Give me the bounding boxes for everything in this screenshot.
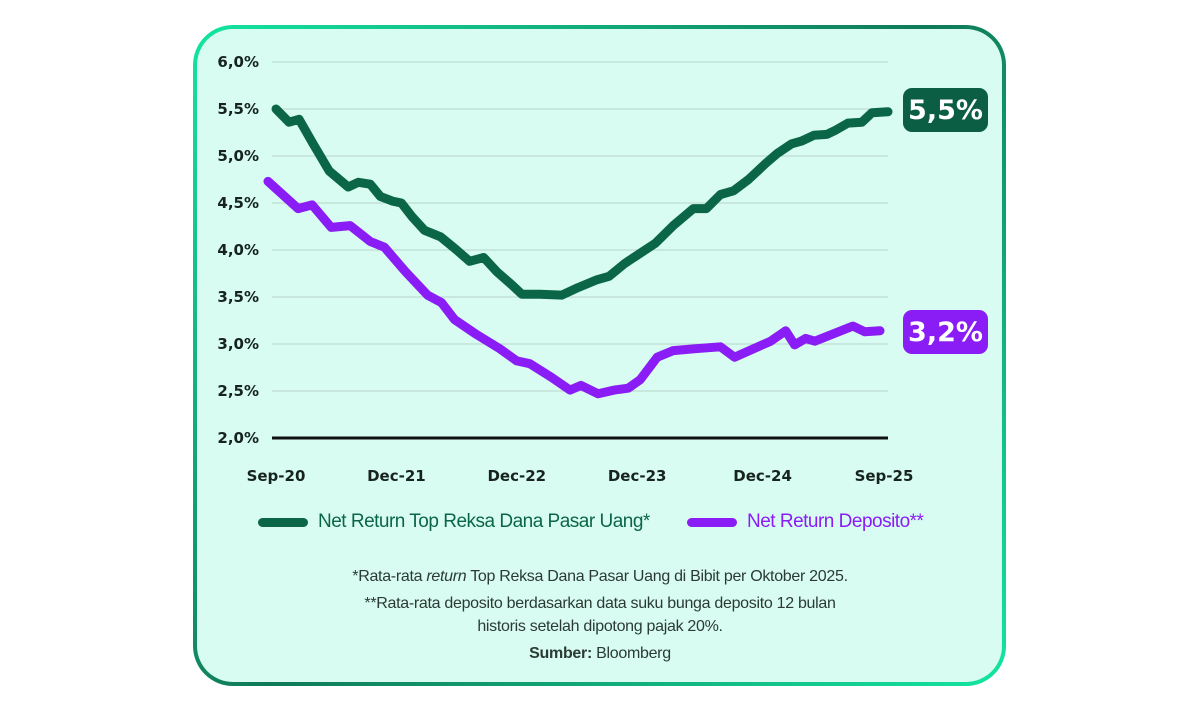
x-tick-label: Dec-23 [608, 467, 667, 485]
legend-item-deposito: Net Return Deposito** [687, 511, 924, 533]
legend-item-reksa-dana: Net Return Top Reksa Dana Pasar Uang* [258, 511, 650, 533]
y-tick-label: 2,0% [217, 429, 259, 447]
y-tick-label: 6,0% [217, 53, 259, 71]
x-tick-label: Dec-21 [367, 467, 426, 485]
y-tick-label: 4,0% [217, 241, 259, 259]
footnote-2: **Rata-rata deposito berdasarkan data su… [364, 595, 836, 612]
end-label-deposito: 3,2% [903, 310, 988, 354]
legend-label: Net Return Deposito** [747, 511, 924, 532]
chart-card [193, 25, 1006, 686]
legend-swatch [687, 517, 737, 527]
footnote-italic: return [426, 568, 467, 585]
source-label: Sumber: [529, 645, 592, 662]
y-tick-label: 4,5% [217, 194, 259, 212]
source-value: Bloomberg [591, 645, 671, 662]
y-tick-label: 5,0% [217, 147, 259, 165]
series-line-deposito [263, 176, 885, 399]
x-tick-label: Dec-22 [487, 467, 546, 485]
footnote-1: *Rata-rata return Top Reksa Dana Pasar U… [200, 564, 1000, 590]
y-tick-label: 3,0% [217, 335, 259, 353]
x-tick-label: Sep-25 [855, 467, 914, 485]
source: Sumber: Bloomberg [200, 641, 1000, 667]
footnotes: *Rata-rata return Top Reksa Dana Pasar U… [200, 564, 1000, 667]
legend-swatch [258, 517, 308, 527]
legend-label: Net Return Top Reksa Dana Pasar Uang* [318, 511, 650, 532]
series-line-reksa-dana [271, 104, 893, 300]
end-label-reksa-dana: 5,5% [903, 88, 988, 132]
footnote-text: Top Reksa Dana Pasar Uang di Bibit per O… [466, 568, 848, 585]
y-tick-label: 5,5% [217, 100, 259, 118]
y-tick-label: 2,5% [217, 382, 259, 400]
footnote-2-cont: historis setelah dipotong pajak 20%. [477, 618, 723, 635]
x-tick-label: Sep-20 [247, 467, 306, 485]
footnote-text: *Rata-rata [352, 568, 427, 585]
y-tick-label: 3,5% [217, 288, 259, 306]
x-tick-label: Dec-24 [733, 467, 792, 485]
